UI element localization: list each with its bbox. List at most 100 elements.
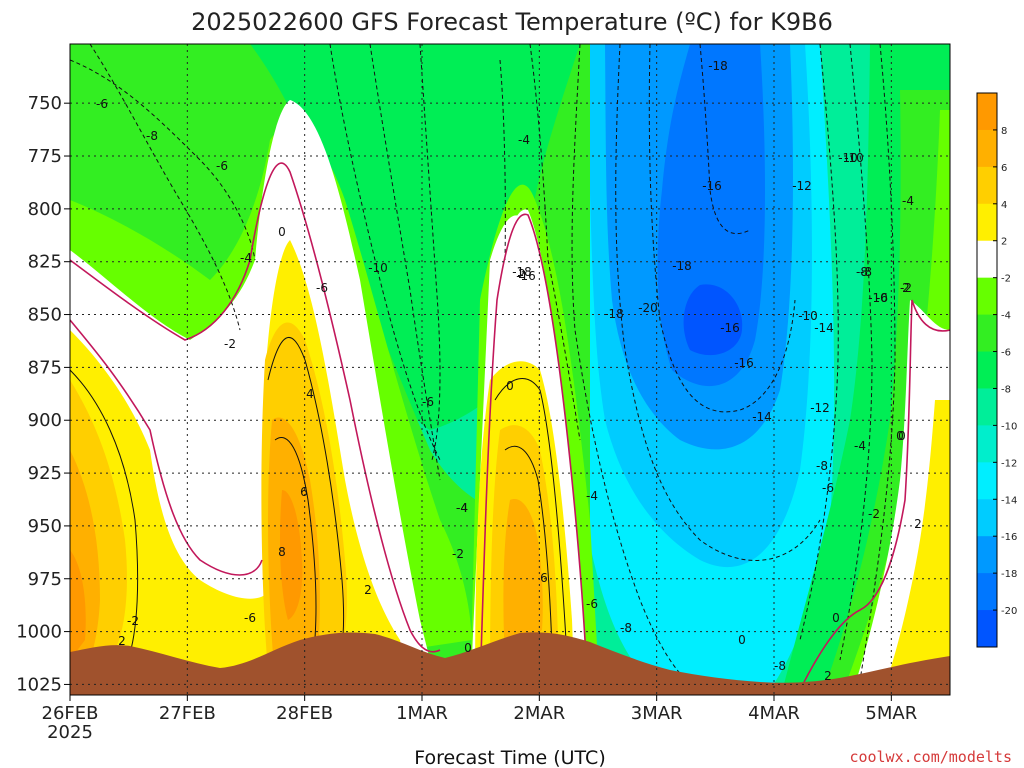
contour-label: -12 — [792, 179, 812, 193]
contour-line — [499, 59, 506, 261]
colorbar-swatch — [977, 166, 997, 205]
contour-line — [799, 44, 839, 641]
contour-label: -6 — [422, 395, 434, 409]
contour-line — [839, 44, 873, 661]
x-tick-label: 27FEB — [159, 703, 216, 724]
freezing-line — [70, 162, 950, 691]
colorbar-swatch — [977, 129, 997, 168]
contour-label: 2 — [118, 634, 126, 648]
contour-label: -10 — [838, 151, 858, 165]
colorbar-swatch — [977, 573, 997, 611]
grid — [70, 44, 950, 695]
contour-label: 0 — [278, 225, 286, 239]
contour-line — [648, 44, 796, 413]
contour-label: -2 — [452, 547, 464, 561]
contour-label: -4 — [902, 194, 914, 208]
contour-labels: -6-8-6-4-2-220-6-10-6-4-20-18-16-18-16-1… — [96, 59, 922, 683]
contour-label: -4 — [854, 439, 866, 453]
band-minus-20 — [657, 44, 765, 387]
contour-line — [267, 337, 345, 676]
contour-label: -4 — [456, 501, 468, 515]
contour-label: -6 — [96, 97, 108, 111]
colorbar-tick-label: -8 — [1001, 384, 1011, 395]
contour-label: -4 — [518, 133, 530, 147]
contour-label: -10 — [868, 291, 888, 305]
contour-label: 0 — [738, 633, 746, 647]
freezing-contour — [70, 319, 263, 576]
contour-line — [859, 44, 896, 681]
positive-contours — [70, 337, 567, 676]
colorbar-swatch — [977, 351, 997, 389]
band-plus-6-2mar — [503, 499, 543, 660]
x-year-label: 2025 — [47, 722, 93, 743]
contour-label: -18 — [512, 265, 532, 279]
y-tick-label: 950 — [28, 516, 62, 537]
colorbar-tick-label: -20 — [1001, 606, 1017, 617]
y-tick-label: 925 — [28, 463, 62, 484]
colorbar-tick-label: -6 — [1001, 348, 1011, 359]
x-tick-label: 1MAR — [396, 703, 448, 724]
colorbar-swatch — [977, 93, 997, 131]
negative-contours — [70, 44, 896, 691]
chart-title: 2025022600 GFS Forecast Temperature (ºC)… — [191, 8, 833, 36]
y-tick-label: 1025 — [16, 674, 62, 695]
y-tick-label: 975 — [28, 569, 62, 590]
contour-label: -16 — [720, 321, 740, 335]
contour-line — [494, 378, 567, 641]
colorbar-swatch — [977, 314, 997, 353]
contour-label: -14 — [752, 410, 772, 424]
contour-label: -18 — [708, 59, 728, 73]
contour-label: -16 — [702, 179, 722, 193]
x-tick-label: 26FEB — [42, 703, 99, 724]
freezing-contour — [70, 162, 441, 653]
colorbar-tick-label: -12 — [1001, 458, 1017, 469]
contour-label: -10 — [368, 261, 388, 275]
y-tick-label: 1000 — [16, 622, 62, 643]
band-plus-2-right — [881, 400, 950, 695]
contour-label: -8 — [774, 659, 786, 673]
contour-label: 0 — [832, 611, 840, 625]
contour-label: -6 — [876, 291, 888, 305]
contour-label: -18 — [604, 307, 624, 321]
colorbar-tick-label: -18 — [1001, 569, 1017, 580]
contour-label: -16 — [516, 269, 536, 283]
contour-label: 2 — [824, 669, 832, 683]
contour-label: 2 — [914, 517, 922, 531]
y-tick-label: 900 — [28, 410, 62, 431]
x-axis-label: Forecast Time (UTC) — [414, 747, 605, 768]
contour-label: 0 — [898, 429, 906, 443]
contour-line — [329, 44, 441, 461]
band-minus-10-left — [70, 44, 580, 430]
band-below-minus-20 — [683, 284, 743, 356]
contour-label: 0 — [506, 379, 514, 393]
contour-label: 2 — [902, 281, 910, 295]
terrain — [70, 632, 950, 695]
colorbar-swatch — [977, 388, 997, 426]
x-axis: 26FEB 27FEB 28FEB 1MAR 2MAR 3MAR 4MAR 5MAR — [42, 695, 917, 724]
contour-label: -6 — [586, 597, 598, 611]
contour-label: -18 — [672, 259, 692, 273]
contour-label: -16 — [734, 356, 754, 370]
contour-label: -14 — [814, 321, 834, 335]
colorbar-tick-label: -10 — [1001, 421, 1017, 432]
colorbar-border — [976, 92, 998, 648]
x-tick-label: 5MAR — [865, 703, 917, 724]
colorbar-tick-label: 4 — [1001, 200, 1007, 211]
colorbar-swatch — [977, 203, 997, 242]
contour-line — [274, 437, 317, 651]
x-tick-label: 28FEB — [276, 703, 333, 724]
contour-label: -4 — [456, 501, 468, 515]
y-axis: 750 775 800 825 850 875 900 925 950 975 1000 1025 — [16, 93, 70, 695]
contour-label: 8 — [278, 545, 286, 559]
contour-label: -2 — [900, 281, 912, 295]
contour-label: -2 — [868, 507, 880, 521]
contour-label: -4 — [586, 489, 598, 503]
colorbar-swatch — [977, 462, 997, 500]
contour-label: 6 — [300, 485, 308, 499]
contour-line — [70, 59, 256, 261]
contour-label: -8 — [816, 459, 828, 473]
y-tick-label: 750 — [28, 93, 62, 114]
contour-label: 4 — [306, 387, 314, 401]
contour-label: -2 — [127, 614, 139, 628]
